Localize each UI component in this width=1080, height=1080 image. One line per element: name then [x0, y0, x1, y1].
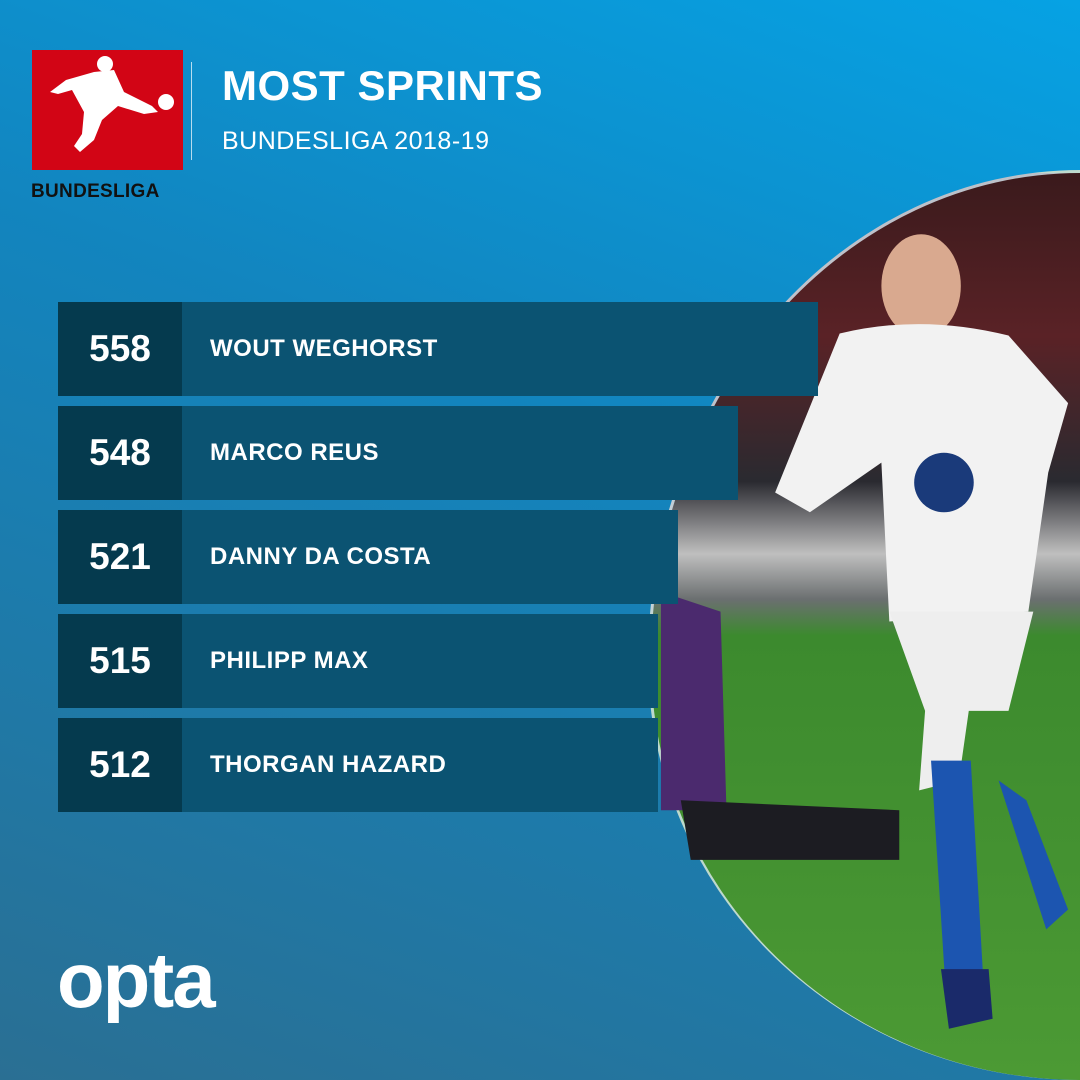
player-name: DANNY DA COSTA [210, 543, 432, 570]
bundesliga-wordmark: BUNDESLIGA [31, 181, 160, 202]
table-row: 515 PHILIPP MAX [58, 614, 658, 708]
sprint-count: 548 [58, 406, 182, 500]
player-figure [660, 234, 1069, 1029]
sprint-count: 558 [58, 302, 182, 396]
table-row: 512 THORGAN HAZARD [58, 718, 658, 812]
table-row: 548 MARCO REUS [58, 406, 738, 500]
table-row: 558 WOUT WEGHORST [58, 302, 818, 396]
ranking-table: 558 WOUT WEGHORST 548 MARCO REUS 521 DAN… [58, 302, 818, 822]
bundesliga-logo [32, 50, 183, 170]
player-silhouette-icon [50, 56, 174, 152]
sprint-count: 515 [58, 614, 182, 708]
sprint-count: 512 [58, 718, 182, 812]
page-title: MOST SPRINTS [222, 62, 544, 109]
page-subtitle: BUNDESLIGA 2018-19 [222, 127, 490, 155]
player-name: MARCO REUS [210, 439, 380, 466]
sprint-count: 521 [58, 510, 182, 604]
opta-logo: opta [57, 936, 216, 1024]
player-name: THORGAN HAZARD [210, 751, 447, 778]
player-photo [648, 170, 1080, 1080]
player-name: PHILIPP MAX [210, 647, 369, 674]
player-name: WOUT WEGHORST [210, 335, 438, 362]
table-row: 521 DANNY DA COSTA [58, 510, 678, 604]
header-divider [191, 62, 192, 160]
